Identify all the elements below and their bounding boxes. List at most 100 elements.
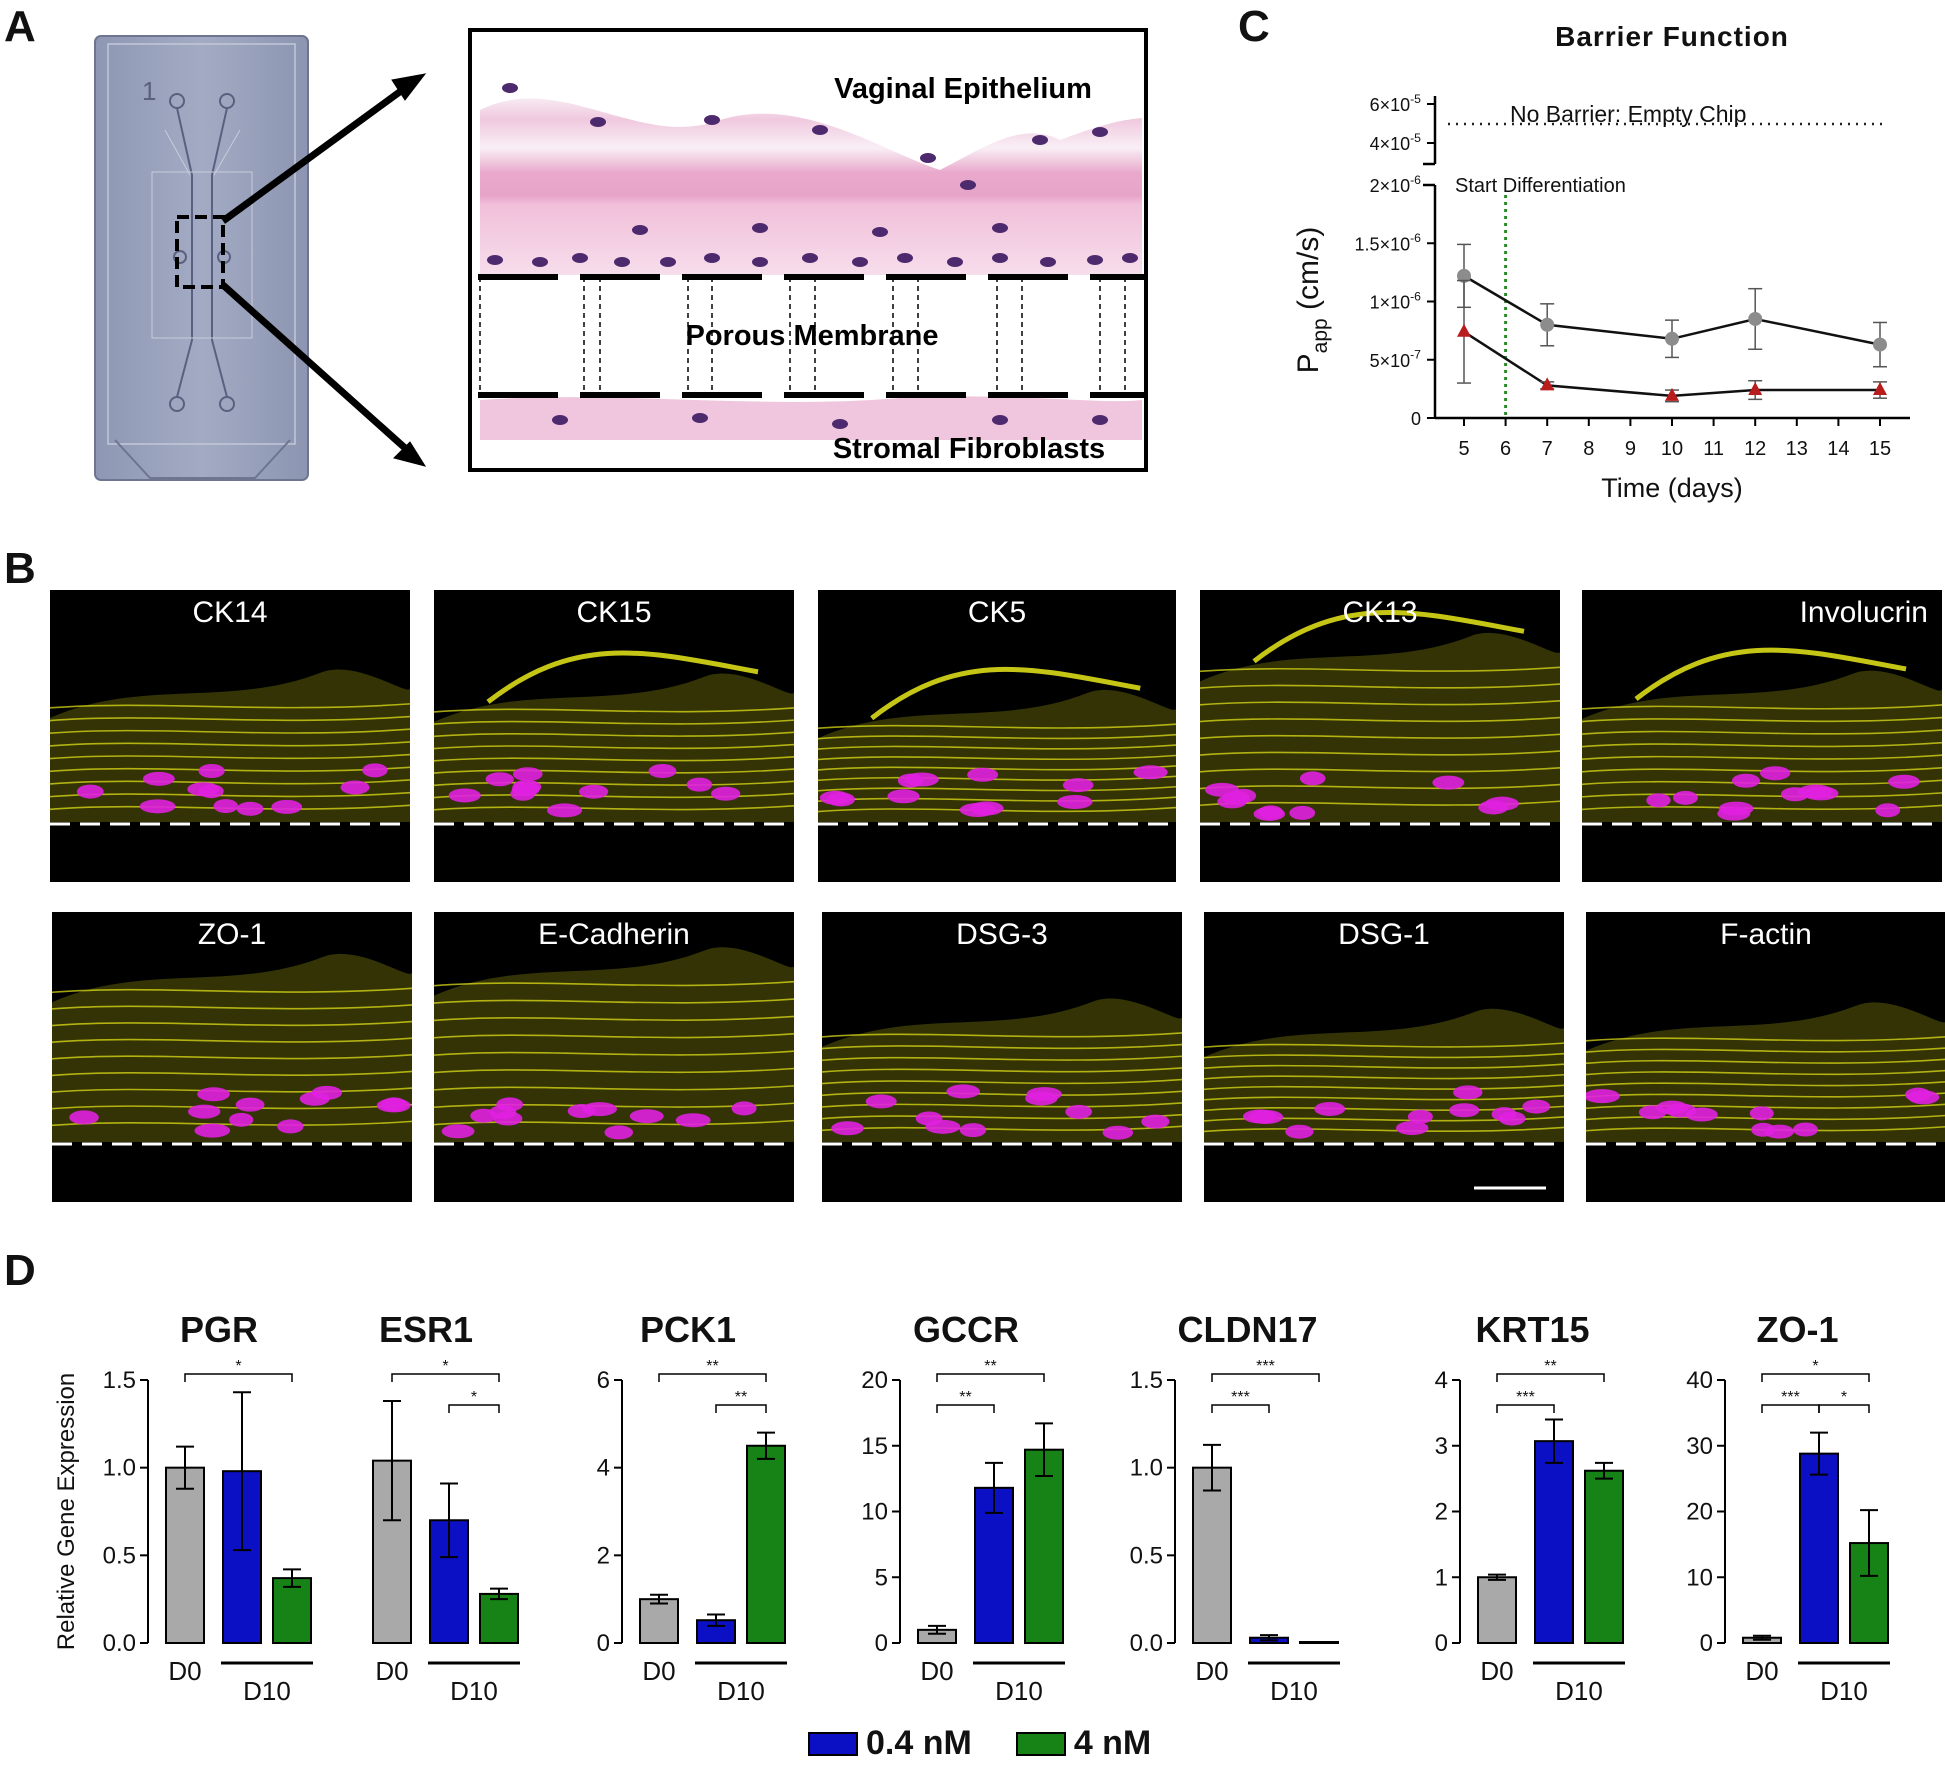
nucleus (277, 1119, 304, 1134)
fiber-line (818, 744, 1176, 750)
group-label-d10: D10 (995, 1676, 1043, 1706)
y-tick-label: 2 (597, 1542, 610, 1569)
label-porous-membrane: Porous Membrane (686, 320, 939, 352)
bar (639, 1598, 679, 1644)
y-tick-label: 0 (1700, 1630, 1713, 1657)
nucleus (1478, 800, 1509, 815)
nucleus (1792, 1122, 1818, 1137)
y-tick-label: 2 (1435, 1499, 1448, 1526)
nucleus (1749, 1106, 1774, 1121)
y-tick-label: 30 (1686, 1433, 1713, 1460)
data-point (1540, 377, 1555, 391)
gene-expression-charts: PGR 0.0 0.5 1.0 1.5 * D0 D10 Relative Gene Expre… (53, 1309, 1890, 1706)
group-label-d10: D10 (1820, 1676, 1868, 1706)
micrograph-label: DSG-3 (956, 918, 1048, 951)
fiber-line (434, 768, 794, 774)
fiber-line (434, 998, 794, 1004)
nucleus (812, 125, 828, 135)
nucleus (194, 1123, 231, 1138)
nucleus (271, 799, 303, 814)
nucleus (959, 1123, 987, 1138)
y-tick-label: 0.5 (103, 1542, 136, 1569)
nucleus (731, 1101, 757, 1116)
nucleus (1888, 774, 1920, 789)
significance-stars: * (1812, 1358, 1818, 1375)
nucleus (752, 257, 768, 267)
nucleus (704, 253, 720, 263)
y-tick-label: 0 (1435, 1630, 1448, 1657)
fiber-line (1204, 1052, 1564, 1059)
nucleus (819, 790, 851, 805)
micrograph-label: CK5 (967, 596, 1027, 629)
nucleus (970, 801, 1004, 816)
chip-number: 1 (142, 76, 156, 106)
fiber-line (1582, 704, 1942, 710)
fiber-line (50, 715, 410, 722)
data-point (1665, 387, 1679, 401)
fiber-line (1200, 783, 1560, 790)
fiber-line (822, 1102, 1182, 1108)
fiber-line (52, 1070, 412, 1077)
nucleus (1141, 1114, 1170, 1129)
chart-title: ZO-1 (1756, 1309, 1838, 1350)
nucleus (236, 801, 264, 816)
nucleus (448, 788, 481, 803)
fiber-line (1204, 1073, 1564, 1080)
nucleus (546, 803, 583, 818)
significance-bracket (936, 1404, 995, 1413)
nucleus (1057, 794, 1093, 809)
nucleus (852, 257, 868, 267)
bar (1584, 1469, 1624, 1644)
y-tick-label: 1×10-6 (1370, 289, 1422, 312)
fiber-line (52, 1004, 412, 1010)
nucleus (1449, 1103, 1480, 1118)
fiber-line (818, 754, 1176, 761)
fiber-line (1586, 1047, 1945, 1053)
significance-stars: * (235, 1358, 241, 1375)
fiber-line (50, 703, 410, 709)
fiber-line (818, 723, 1176, 730)
tissue-band (52, 953, 412, 1142)
group-label-d10: D10 (717, 1676, 765, 1706)
nucleus (187, 782, 220, 797)
fiber-line (822, 1043, 1182, 1050)
nucleus (604, 1125, 634, 1140)
significance-stars: ** (706, 1358, 718, 1375)
significance-bracket (1761, 1373, 1870, 1382)
fiber-line (1204, 1063, 1564, 1070)
fiber-line (1582, 741, 1942, 748)
micrograph-ck14: CK14 (50, 590, 410, 882)
nucleus (510, 786, 536, 801)
y-tick-label: 0 (597, 1630, 610, 1657)
nucleus (213, 799, 239, 814)
micrograph-label: F-actin (1720, 918, 1812, 951)
fiber-line (434, 743, 794, 750)
micrograph-image (1204, 1008, 1564, 1190)
nucleus (572, 253, 588, 263)
chart-title: GCCR (913, 1309, 1019, 1350)
tissue-band (818, 689, 1176, 822)
micrograph-image (52, 953, 412, 1146)
fiber-line (1586, 1092, 1945, 1098)
fiber-line (52, 1054, 412, 1060)
micrograph-label: Involucrin (1799, 596, 1928, 629)
data-point (1540, 317, 1555, 332)
x-tick-label: 12 (1744, 438, 1766, 460)
fiber-line (1586, 1103, 1945, 1110)
y-tick-label: 15 (861, 1433, 888, 1460)
micrograph-ck13: CK13 (1200, 590, 1560, 882)
nucleus (502, 83, 518, 93)
micrograph-image (434, 947, 794, 1146)
nucleus (187, 1104, 221, 1119)
nucleus (1802, 786, 1839, 801)
tissue-band (434, 947, 794, 1142)
fiber-line (1200, 716, 1560, 723)
nucleus (897, 253, 913, 263)
nucleus (197, 1087, 230, 1102)
nucleus (904, 772, 939, 787)
nucleus (1285, 1124, 1314, 1139)
nucleus (1314, 1101, 1346, 1116)
fiber-line (818, 796, 1176, 802)
nucleus (967, 767, 999, 782)
fiber-line (434, 756, 794, 762)
